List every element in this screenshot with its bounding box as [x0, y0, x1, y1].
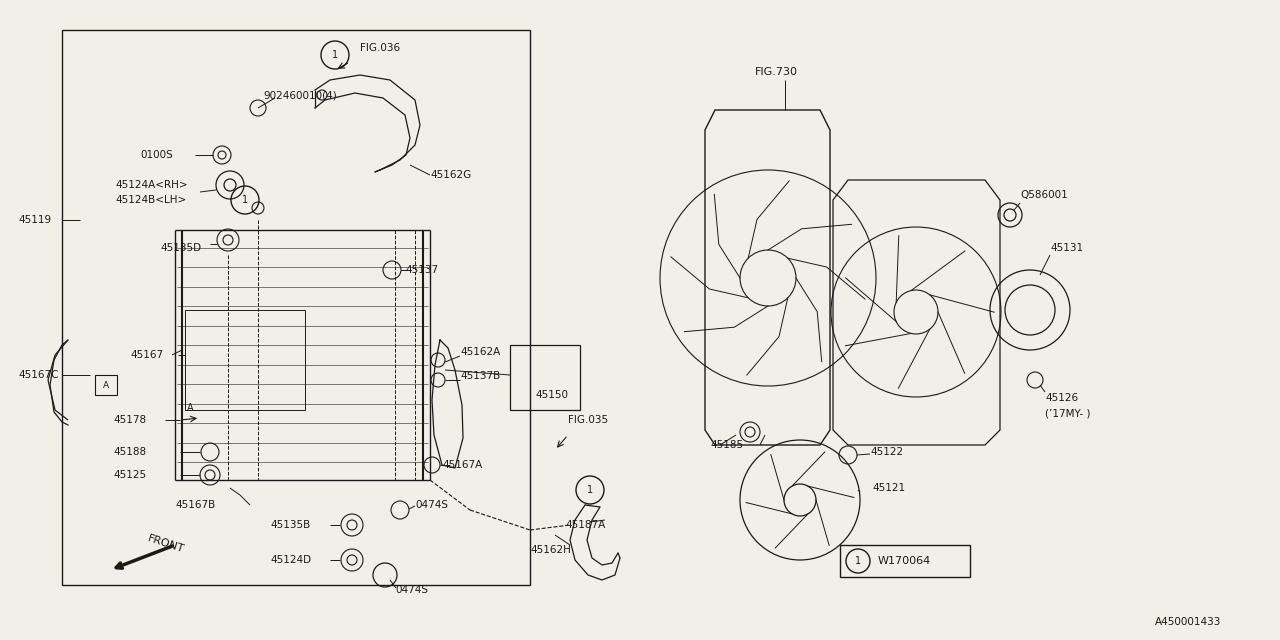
Bar	[95, 375, 116, 395]
Text: Q586001: Q586001	[1020, 190, 1068, 200]
Text: A: A	[102, 381, 109, 390]
Text: 45185: 45185	[710, 440, 744, 450]
Text: 0474S: 0474S	[396, 585, 428, 595]
Text: 45119: 45119	[18, 215, 51, 225]
Text: 45126: 45126	[1044, 393, 1078, 403]
Text: 45124A<RH>: 45124A<RH>	[115, 180, 188, 190]
Text: FIG.035: FIG.035	[568, 415, 608, 425]
Text: A450001433: A450001433	[1155, 617, 1221, 627]
Text: 1: 1	[855, 556, 861, 566]
Text: 1: 1	[588, 485, 593, 495]
Text: 45122: 45122	[870, 447, 904, 457]
Text: 45135D: 45135D	[160, 243, 201, 253]
Text: 45187A: 45187A	[564, 520, 605, 530]
Text: FIG.036: FIG.036	[360, 43, 401, 53]
Text: 45162A: 45162A	[460, 347, 500, 357]
Text: 902460010(4): 902460010(4)	[262, 90, 337, 100]
Text: 1: 1	[242, 195, 248, 205]
Text: 45137: 45137	[404, 265, 438, 275]
Text: W170064: W170064	[878, 556, 932, 566]
Text: 45125: 45125	[113, 470, 146, 480]
Text: 45124B<LH>: 45124B<LH>	[115, 195, 187, 205]
Text: 45131: 45131	[1050, 243, 1083, 253]
Text: 1: 1	[332, 50, 338, 60]
Bar	[61, 30, 530, 585]
Text: 45188: 45188	[113, 447, 146, 457]
Text: 45135B: 45135B	[270, 520, 310, 530]
Bar	[186, 310, 305, 410]
Text: FRONT: FRONT	[146, 533, 186, 554]
Text: 0100S: 0100S	[140, 150, 173, 160]
Text: 45167: 45167	[131, 350, 163, 360]
Text: 45167B: 45167B	[175, 500, 215, 510]
Text: 45162G: 45162G	[430, 170, 471, 180]
Bar	[840, 545, 970, 577]
Text: 45137B: 45137B	[460, 371, 500, 381]
Text: 45162H: 45162H	[530, 545, 571, 555]
Text: 45124D: 45124D	[270, 555, 311, 565]
Text: 0474S: 0474S	[415, 500, 448, 510]
Text: 45167C: 45167C	[18, 370, 59, 380]
Text: FIG.730: FIG.730	[755, 67, 797, 77]
Text: 45167A: 45167A	[442, 460, 483, 470]
Bar	[509, 345, 580, 410]
Text: (’17MY- ): (’17MY- )	[1044, 408, 1091, 418]
Text: 45121: 45121	[872, 483, 905, 493]
Text: 45150: 45150	[535, 390, 568, 400]
Text: 45178: 45178	[113, 415, 146, 425]
Text: A: A	[187, 403, 193, 413]
